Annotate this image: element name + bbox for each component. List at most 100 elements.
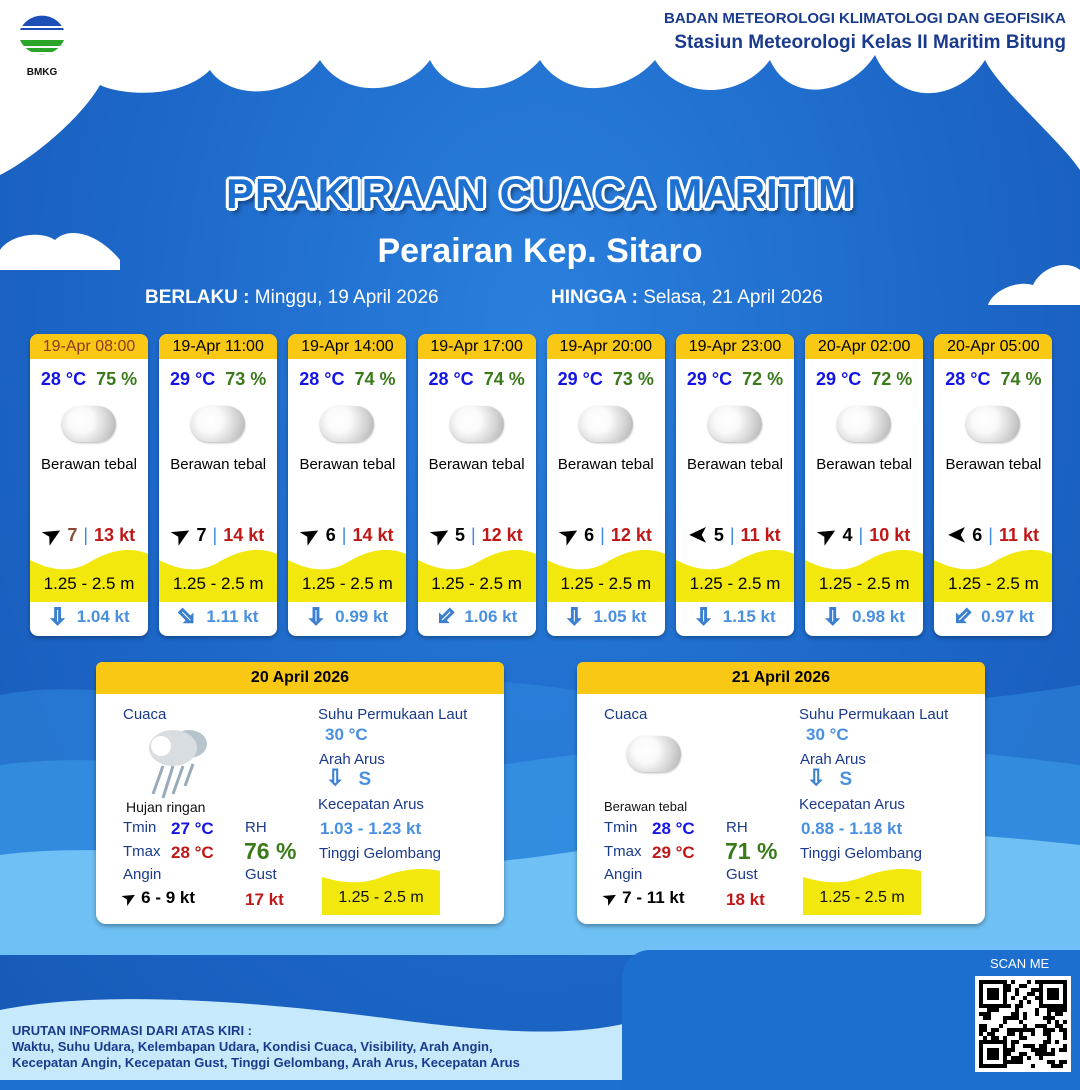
card-time: 19-Apr 20:00	[546, 334, 665, 359]
humidity: 74 %	[483, 369, 525, 389]
sst-label: Suhu Permukaan Laut	[799, 706, 949, 723]
tmax-value: 29 °C	[652, 843, 695, 862]
weather-condition: Berawan tebal	[604, 799, 688, 814]
footer-info: URUTAN INFORMASI DARI ATAS KIRI : Waktu,…	[12, 1023, 520, 1071]
humidity: 75 %	[96, 369, 138, 389]
gust-value: 18 kt	[726, 890, 765, 909]
wave-label: Tinggi Gelombang	[319, 845, 442, 862]
current-direction-icon: ⇩	[694, 604, 713, 629]
daily-forecast-panel: 20 April 2026 Cuaca Hujan ringan Tmin 27…	[96, 662, 504, 924]
wind-range: 6 - 9 kt	[141, 888, 195, 907]
wind-speed: 6	[325, 524, 336, 545]
scan-me-label: SCAN ME	[990, 956, 1050, 971]
gust-speed: 14 kt	[223, 524, 265, 545]
current-direction-icon: ⇩	[806, 765, 826, 790]
humidity: 72 %	[871, 369, 913, 389]
gust-label: Gust	[726, 866, 758, 883]
tmin-label: Tmin	[123, 819, 157, 836]
top-cloud-border	[0, 0, 1080, 175]
card-time: 20-Apr 02:00	[805, 334, 924, 359]
valid-to-label: HINGGA :	[551, 287, 638, 308]
wave-label: Tinggi Gelombang	[800, 845, 923, 862]
card-time: 20-Apr 05:00	[934, 334, 1053, 359]
valid-to: HINGGA : Selasa, 21 April 2026	[551, 287, 823, 309]
rh-value: 76 %	[244, 838, 297, 864]
organization-header: BADAN METEOROLOGI KLIMATOLOGI DAN GEOFIS…	[664, 10, 1066, 54]
air-temperature: 29 °C	[686, 369, 733, 389]
weather-condition: Berawan tebal	[170, 456, 267, 473]
wave-icon	[676, 549, 794, 602]
tmin-label: Tmin	[604, 819, 638, 836]
wave-icon	[322, 869, 440, 915]
sst-value: 30 °C	[325, 725, 368, 744]
weather-condition: Hujan ringan	[126, 799, 206, 815]
current-direction-icon: ⇩	[48, 604, 67, 629]
forecast-card: 19-Apr 14:00 28 °C 74 % Berawan tebal ➤ 6 |…	[288, 334, 407, 636]
cloud-icon	[627, 736, 681, 772]
forecast-card: 19-Apr 20:00 29 °C 73 % Berawan tebal ➤ 6 |…	[546, 334, 665, 636]
weather-label: Cuaca	[604, 706, 648, 723]
current-direction-icon: ⇩	[325, 765, 345, 790]
gust-speed: 13 kt	[94, 524, 136, 545]
wave-height: 1.25 - 2.5 m	[302, 574, 393, 593]
wave-icon	[417, 549, 536, 602]
valid-to-date: Selasa, 21 April 2026	[643, 287, 823, 308]
air-temperature: 28 °C	[945, 369, 991, 389]
footer-line-2: Kecepatan Angin, Kecepatan Gust, Tinggi …	[12, 1055, 520, 1070]
tmin-value: 27 °C	[171, 819, 214, 838]
wind-direction-icon: ➤	[947, 523, 967, 548]
current-direction-value: S	[839, 769, 853, 790]
separator: |	[470, 524, 476, 545]
wind-speed: 4	[842, 524, 853, 545]
cloud-icon	[966, 406, 1021, 442]
separator: |	[83, 524, 89, 545]
current-speed: 0.99 kt	[335, 607, 389, 626]
area-name: Perairan Kep. Sitaro	[377, 232, 703, 270]
humidity: 74 %	[354, 369, 396, 389]
left-cloud	[0, 232, 120, 270]
wind-direction-icon: ➤	[166, 519, 196, 551]
current-direction-icon: ⇩	[823, 604, 842, 629]
wave-value: 1.25 - 2.5 m	[338, 889, 424, 906]
page-title: PRAKIRAAN CUACA MARITIM	[225, 170, 855, 217]
rh-label: RH	[726, 819, 748, 836]
current-direction-label: Arah Arus	[319, 751, 385, 768]
card-time: 19-Apr 08:00	[30, 334, 148, 359]
valid-from-date: Minggu, 19 April 2026	[254, 287, 439, 308]
wind-direction-icon: ➤	[425, 519, 454, 551]
weather-condition: Berawan tebal	[945, 456, 1042, 473]
current-direction-icon: ⇩	[171, 601, 203, 633]
wave-height: 1.25 - 2.5 m	[560, 574, 652, 593]
logo-text: BMKG	[26, 67, 58, 78]
wave-icon	[288, 549, 407, 602]
tmax-value: 28 °C	[171, 843, 214, 862]
org-name: BADAN METEOROLOGI KLIMATOLOGI DAN GEOFIS…	[664, 10, 1066, 27]
separator: |	[729, 524, 735, 545]
wind-direction-icon: ➤	[554, 519, 583, 551]
qr-code[interactable]	[975, 976, 1071, 1072]
humidity: 73 %	[612, 369, 654, 389]
current-direction-icon: ⇩	[946, 601, 978, 633]
wind-direction-icon: ➤	[296, 519, 325, 551]
current-speed: 1.11 kt	[206, 607, 259, 626]
wind-speed: 6	[584, 524, 595, 545]
current-speed: 1.06 kt	[464, 607, 518, 626]
tmax-label: Tmax	[123, 843, 161, 860]
wind-value: ➤ 7 - 11 kt	[600, 888, 684, 909]
tmin-value: 28 °C	[652, 819, 695, 838]
card-time: 19-Apr 17:00	[417, 334, 536, 359]
sst-value: 30 °C	[806, 725, 849, 744]
separator: |	[341, 524, 347, 545]
current-speed-value: 1.03 - 1.23 kt	[320, 819, 422, 838]
footer-line-1: Waktu, Suhu Udara, Kelembapan Udara, Kon…	[12, 1039, 493, 1054]
wind-label: Angin	[123, 866, 162, 883]
wind-direction-icon: ➤	[812, 519, 842, 551]
wind-label: Angin	[604, 866, 643, 883]
wave-height: 1.25 - 2.5 m	[948, 574, 1039, 593]
current-direction-value: S	[358, 769, 372, 790]
card-time: 19-Apr 14:00	[288, 334, 407, 359]
gust-value: 17 kt	[245, 890, 284, 909]
wind-value: ➤ 6 - 9 kt	[119, 888, 195, 909]
current-direction-label: Arah Arus	[800, 751, 866, 768]
wind-speed: 5	[713, 524, 724, 545]
